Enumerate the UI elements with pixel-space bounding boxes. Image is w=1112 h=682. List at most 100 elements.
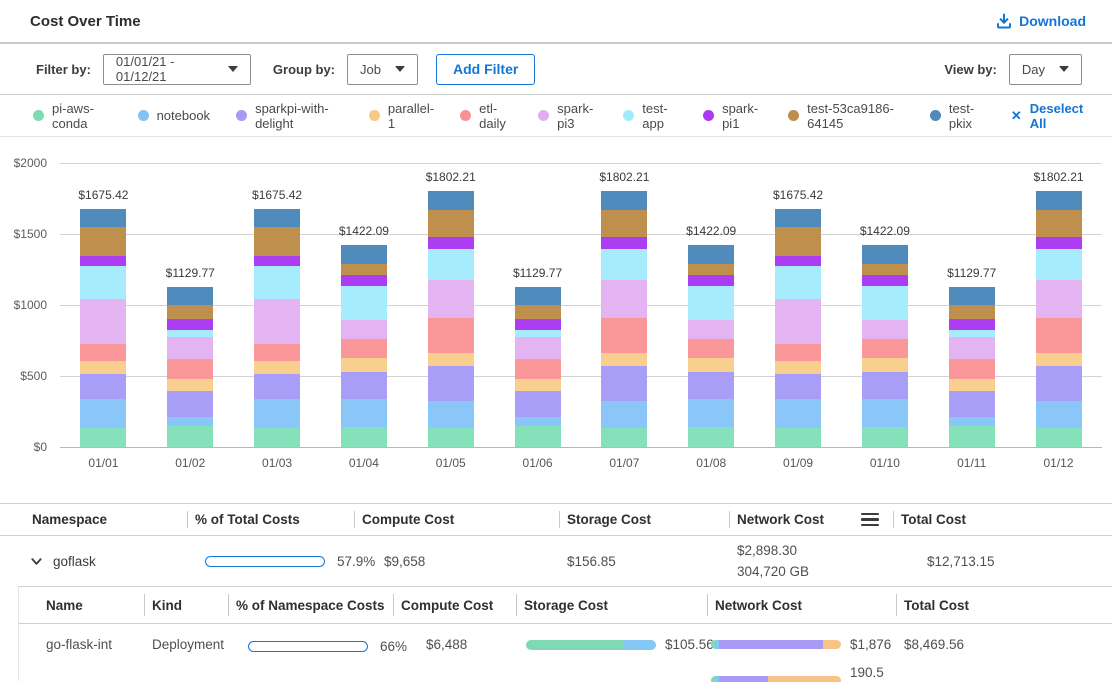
column-header-storage-cost[interactable]: Storage Cost <box>516 587 707 623</box>
bar-segment-parallel-1[interactable] <box>254 361 300 375</box>
bar-segment-etl-daily[interactable] <box>1036 318 1082 354</box>
bar-segment-parallel-1[interactable] <box>688 358 734 372</box>
bar-segment-notebook[interactable] <box>428 401 474 427</box>
bar-segment-parallel-1[interactable] <box>428 353 474 365</box>
bar-group-01/09[interactable]: $1675.42 <box>755 163 842 447</box>
deselect-all-button[interactable]: ✕ Deselect All <box>1011 101 1086 131</box>
bar-segment-test-app[interactable] <box>428 249 474 280</box>
bar-group-01/04[interactable]: $1422.09 <box>320 163 407 447</box>
bar-segment-sparkpi-with-delight[interactable] <box>515 391 561 417</box>
legend-item-sparkpi-with-delight[interactable]: sparkpi-with-delight <box>236 101 343 131</box>
bar-segment-test-53ca9186-64145[interactable] <box>515 305 561 319</box>
bar-segment-parallel-1[interactable] <box>167 379 213 391</box>
bar-segment-parallel-1[interactable] <box>341 358 387 372</box>
bar-group-01/06[interactable]: $1129.77 <box>494 163 581 447</box>
bar-segment-etl-daily[interactable] <box>775 344 821 361</box>
bar-segment-test-pkix[interactable] <box>254 209 300 227</box>
date-range-select[interactable]: 01/01/21 - 01/12/21 <box>103 54 251 85</box>
bar-segment-pi-aws-conda[interactable] <box>341 427 387 447</box>
namespace-row-goflask[interactable]: goflask 57.9% $9,658 $156.85 $2,898.30 3… <box>0 536 1112 586</box>
bar-group-01/01[interactable]: $1675.42 <box>60 163 147 447</box>
bar-segment-test-app[interactable] <box>254 266 300 299</box>
bar-segment-pi-aws-conda[interactable] <box>949 426 995 447</box>
workload-row-go-flask-int[interactable]: go-flask-int Deployment 66% $6,488 $105.… <box>19 624 1112 681</box>
bar-segment-notebook[interactable] <box>862 399 908 427</box>
bar-segment-etl-daily[interactable] <box>949 359 995 379</box>
bar-segment-notebook[interactable] <box>1036 401 1082 427</box>
bar-segment-spark-pi3[interactable] <box>1036 280 1082 317</box>
bar-segment-spark-pi3[interactable] <box>515 337 561 359</box>
bar-segment-test-app[interactable] <box>949 330 995 337</box>
bar-segment-notebook[interactable] <box>688 399 734 427</box>
bar-segment-spark-pi3[interactable] <box>167 337 213 359</box>
column-header-compute-cost[interactable]: Compute Cost <box>393 587 516 623</box>
bar-segment-parallel-1[interactable] <box>601 353 647 365</box>
bar-segment-sparkpi-with-delight[interactable] <box>862 372 908 400</box>
bar-segment-test-app[interactable] <box>515 330 561 337</box>
bar-segment-parallel-1[interactable] <box>515 379 561 391</box>
column-header--of-namespace-costs[interactable]: % of Namespace Costs <box>228 587 393 623</box>
bar-segment-test-app[interactable] <box>167 330 213 337</box>
bar-segment-sparkpi-with-delight[interactable] <box>341 372 387 400</box>
bar-segment-notebook[interactable] <box>775 399 821 428</box>
bar-segment-test-53ca9186-64145[interactable] <box>775 227 821 256</box>
bar-segment-test-pkix[interactable] <box>862 245 908 264</box>
bar-segment-sparkpi-with-delight[interactable] <box>167 391 213 417</box>
legend-item-spark-pi1[interactable]: spark-pi1 <box>703 101 762 131</box>
bar-segment-notebook[interactable] <box>167 417 213 426</box>
bar-segment-test-app[interactable] <box>1036 249 1082 280</box>
bar-segment-etl-daily[interactable] <box>341 339 387 358</box>
bar-segment-notebook[interactable] <box>601 401 647 427</box>
legend-item-parallel-1[interactable]: parallel-1 <box>369 101 434 131</box>
bar-segment-sparkpi-with-delight[interactable] <box>428 366 474 402</box>
legend-item-test-53ca9186-64145[interactable]: test-53ca9186-64145 <box>788 101 904 131</box>
bar-segment-sparkpi-with-delight[interactable] <box>1036 366 1082 402</box>
bar-segment-test-53ca9186-64145[interactable] <box>1036 210 1082 237</box>
bar-segment-parallel-1[interactable] <box>80 361 126 375</box>
bar-segment-spark-pi3[interactable] <box>601 280 647 317</box>
bar-segment-test-53ca9186-64145[interactable] <box>80 227 126 256</box>
bar-segment-pi-aws-conda[interactable] <box>775 428 821 447</box>
bar-segment-etl-daily[interactable] <box>80 344 126 361</box>
bar-segment-spark-pi1[interactable] <box>1036 237 1082 249</box>
bar-segment-test-app[interactable] <box>775 266 821 299</box>
bar-segment-sparkpi-with-delight[interactable] <box>949 391 995 417</box>
bar-segment-notebook[interactable] <box>515 417 561 426</box>
bar-segment-notebook[interactable] <box>341 399 387 427</box>
bar-segment-spark-pi1[interactable] <box>862 275 908 286</box>
bar-segment-spark-pi1[interactable] <box>254 256 300 266</box>
bar-segment-spark-pi3[interactable] <box>688 320 734 339</box>
bar-segment-test-53ca9186-64145[interactable] <box>949 305 995 319</box>
bar-segment-test-pkix[interactable] <box>1036 191 1082 210</box>
bar-segment-spark-pi3[interactable] <box>254 299 300 344</box>
bar-segment-spark-pi1[interactable] <box>688 275 734 286</box>
column-header-storage-cost[interactable]: Storage Cost <box>559 504 729 535</box>
column-settings-icon[interactable] <box>861 513 879 527</box>
bar-segment-pi-aws-conda[interactable] <box>688 427 734 447</box>
bar-segment-pi-aws-conda[interactable] <box>80 428 126 447</box>
add-filter-button[interactable]: Add Filter <box>436 54 535 85</box>
bar-segment-pi-aws-conda[interactable] <box>601 428 647 447</box>
bar-segment-pi-aws-conda[interactable] <box>515 426 561 447</box>
bar-segment-sparkpi-with-delight[interactable] <box>688 372 734 400</box>
bar-segment-notebook[interactable] <box>80 399 126 428</box>
column-header-compute-cost[interactable]: Compute Cost <box>354 504 559 535</box>
bar-segment-notebook[interactable] <box>949 417 995 426</box>
bar-segment-spark-pi3[interactable] <box>949 337 995 359</box>
chevron-down-icon[interactable] <box>30 555 43 568</box>
bar-segment-test-53ca9186-64145[interactable] <box>428 210 474 237</box>
bar-segment-test-pkix[interactable] <box>949 287 995 305</box>
bar-segment-pi-aws-conda[interactable] <box>428 428 474 447</box>
bar-segment-test-pkix[interactable] <box>341 245 387 264</box>
bar-segment-parallel-1[interactable] <box>775 361 821 375</box>
legend-item-etl-daily[interactable]: etl-daily <box>460 101 512 131</box>
bar-segment-spark-pi1[interactable] <box>515 319 561 330</box>
bar-segment-spark-pi1[interactable] <box>428 237 474 249</box>
bar-group-01/11[interactable]: $1129.77 <box>928 163 1015 447</box>
bar-segment-test-app[interactable] <box>80 266 126 299</box>
download-button[interactable]: Download <box>996 13 1086 29</box>
bar-segment-test-pkix[interactable] <box>601 191 647 210</box>
bar-segment-etl-daily[interactable] <box>428 318 474 354</box>
bar-segment-test-app[interactable] <box>688 286 734 319</box>
bar-group-01/03[interactable]: $1675.42 <box>234 163 321 447</box>
